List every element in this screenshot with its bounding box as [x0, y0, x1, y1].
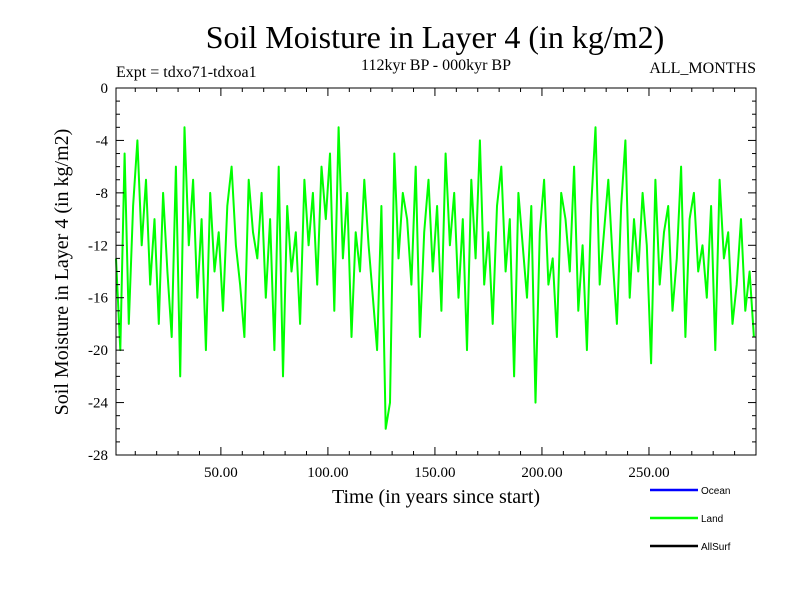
x-tick-label: 50.00 — [204, 465, 238, 481]
legend-label-allsurf: AllSurf — [701, 542, 731, 553]
y-tick-label: -28 — [88, 448, 108, 464]
series-line-land — [115, 126, 755, 430]
y-tick-label: -4 — [96, 133, 109, 149]
y-tick-label: 0 — [101, 81, 109, 97]
y-tick-label: -24 — [88, 396, 108, 412]
x-axis-label: Time (in years since start) — [332, 486, 540, 508]
period-label: 112kyr BP - 000kyr BP — [361, 57, 511, 74]
legend: Ocean Land AllSurf — [650, 486, 731, 553]
y-tick-label: -20 — [88, 343, 108, 359]
months-label: ALL_MONTHS — [649, 60, 756, 77]
x-tick-label: 100.00 — [307, 465, 348, 481]
y-axis-label: Soil Moisture in Layer 4 (in kg/m2) — [51, 129, 73, 416]
legend-label-ocean: Ocean — [701, 486, 730, 497]
x-tick-label: 150.00 — [414, 465, 455, 481]
plot-area: 0 -4 -8 -12 -16 -20 -24 -28 50.00 100.00 150.00 200… — [88, 81, 757, 481]
chart-title: Soil Moisture in Layer 4 (in kg/m2) — [206, 19, 665, 55]
x-tick-label: 200.00 — [521, 465, 562, 481]
legend-label-land: Land — [701, 514, 723, 525]
y-tick-label: -12 — [88, 238, 108, 254]
y-tick-label: -16 — [88, 291, 108, 307]
y-tick-label: -8 — [96, 186, 109, 202]
x-tick-label: 250.00 — [628, 465, 669, 481]
experiment-label: Expt = tdxo71-tdxoa1 — [116, 64, 257, 81]
